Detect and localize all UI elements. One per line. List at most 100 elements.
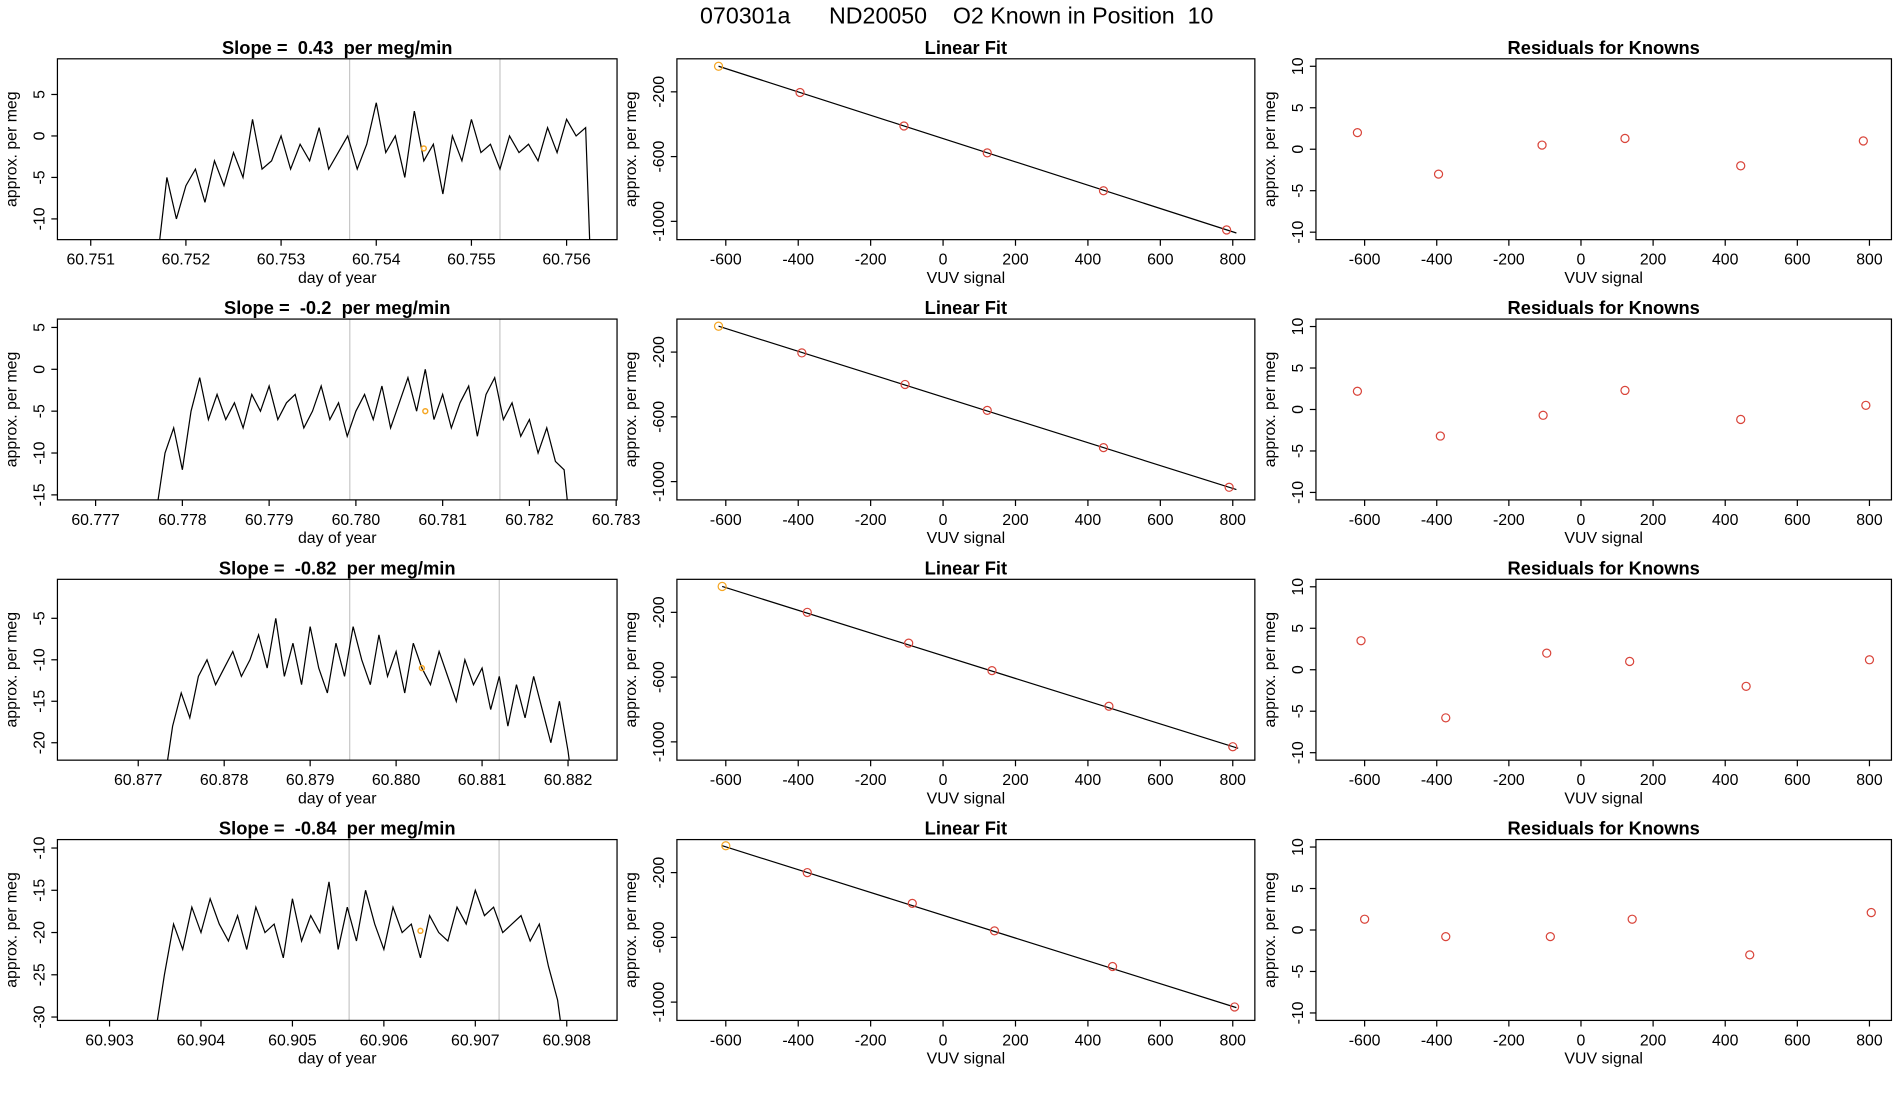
- x-tick-label: 60.878: [200, 772, 249, 789]
- x-tick-label: 0: [939, 1032, 948, 1049]
- data-point: [1359, 914, 1370, 924]
- plot-frame: [56, 578, 618, 761]
- y-tick-label: -10: [1290, 741, 1307, 764]
- data-point: [1627, 914, 1637, 924]
- plot-frame: [676, 578, 1256, 761]
- x-tick-label: -600: [710, 512, 742, 529]
- x-tick-label: -400: [782, 252, 814, 269]
- x-tick-label: -600: [1349, 252, 1381, 269]
- x-tick-label: 400: [1075, 772, 1102, 789]
- data-line: [166, 618, 570, 761]
- y-tick-label: -5: [1290, 964, 1307, 978]
- x-tick-label: -600: [1349, 772, 1381, 789]
- x-tick-label: 600: [1147, 252, 1174, 269]
- data-point: [1356, 636, 1366, 646]
- x-tick-label: 400: [1075, 512, 1102, 529]
- x-tick-label: 600: [1147, 772, 1174, 789]
- y-axis-label: approx. per meg: [623, 91, 640, 207]
- y-tick-label: -200: [651, 596, 668, 628]
- x-tick-label: 400: [1712, 512, 1739, 529]
- data-point: [1107, 961, 1118, 972]
- plot-area: [1352, 127, 1868, 179]
- x-tick-label: 60.908: [542, 1032, 591, 1049]
- plot-area: [166, 579, 570, 761]
- data-point: [1098, 186, 1109, 196]
- y-tick-label: -5: [32, 170, 49, 184]
- y-tick-label: 0: [1290, 145, 1307, 154]
- figure-title: 070301a ND20050 O2 Known in Position 10: [700, 2, 1213, 28]
- x-tick-label: 60.755: [447, 252, 496, 269]
- y-axis-label: approx. per meg: [1262, 352, 1279, 468]
- y-tick-label: 0: [32, 365, 49, 374]
- data-point: [1228, 742, 1238, 752]
- x-axis-label: VUV signal: [1564, 530, 1643, 547]
- data-point: [1545, 931, 1555, 942]
- x-tick-label: 60.781: [418, 512, 467, 529]
- x-tick-label: 60.881: [458, 772, 507, 789]
- data-point: [1861, 400, 1871, 410]
- panel-title: Slope = -0.82 per meg/min: [219, 557, 456, 578]
- data-point: [987, 665, 997, 676]
- data-point: [989, 926, 1000, 936]
- data-line: [157, 369, 568, 500]
- data-point: [1741, 681, 1751, 691]
- fit-line: [721, 845, 1237, 1009]
- x-tick-label: 600: [1147, 512, 1174, 529]
- panel-title: Linear Fit: [925, 297, 1007, 318]
- x-tick-label: 60.879: [286, 772, 335, 789]
- data-point: [1352, 127, 1363, 138]
- x-tick-label: 600: [1784, 252, 1811, 269]
- y-tick-label: -25: [32, 963, 49, 986]
- x-tick-label: 60.756: [542, 252, 591, 269]
- x-tick-label: -400: [782, 512, 814, 529]
- x-tick-label: -200: [1493, 1032, 1525, 1049]
- plot-area: [721, 841, 1240, 1012]
- x-tick-label: -600: [710, 772, 742, 789]
- data-point: [1441, 931, 1451, 942]
- y-tick-label: 5: [32, 90, 49, 99]
- y-tick-label: 0: [1290, 925, 1307, 934]
- data-point: [802, 607, 812, 617]
- data-line: [156, 881, 561, 1021]
- y-tick-label: -600: [651, 401, 668, 433]
- data-point: [1736, 414, 1746, 425]
- x-tick-label: -200: [1493, 512, 1525, 529]
- x-tick-label: 0: [1577, 772, 1586, 789]
- x-tick-label: 400: [1712, 252, 1739, 269]
- data-point: [797, 348, 807, 358]
- x-tick-label: 0: [939, 252, 948, 269]
- x-tick-label: 60.903: [85, 1032, 134, 1049]
- x-tick-label: -600: [710, 1032, 742, 1049]
- data-point: [1858, 136, 1868, 146]
- data-point: [907, 898, 917, 909]
- x-axis-label: VUV signal: [1564, 790, 1643, 807]
- data-point: [1866, 907, 1876, 918]
- y-tick-label: 5: [1290, 624, 1307, 633]
- x-tick-label: 400: [1712, 1032, 1739, 1049]
- panel-title: Linear Fit: [925, 818, 1007, 839]
- x-tick-label: 60.782: [505, 512, 554, 529]
- data-point: [1864, 655, 1875, 665]
- data-point: [982, 148, 992, 158]
- y-tick-label: -30: [32, 1005, 49, 1028]
- x-tick-label: 60.905: [268, 1032, 317, 1049]
- data-point: [1221, 225, 1232, 235]
- y-tick-label: 5: [32, 323, 49, 332]
- x-tick-label: 200: [1640, 512, 1667, 529]
- y-tick-label: -20: [32, 921, 49, 944]
- highlight-point: [418, 664, 426, 672]
- data-point: [1224, 482, 1234, 492]
- x-tick-label: 60.777: [71, 512, 120, 529]
- y-tick-label: -200: [651, 336, 668, 368]
- x-tick-label: 60.754: [352, 252, 401, 269]
- y-tick-label: -5: [32, 611, 49, 625]
- x-tick-label: 60.882: [544, 772, 593, 789]
- y-axis-label: approx. per meg: [623, 612, 640, 728]
- data-point: [1104, 701, 1114, 711]
- x-tick-label: 800: [1220, 1032, 1247, 1049]
- y-tick-label: -1000: [651, 201, 668, 242]
- panel-title: Slope = 0.43 per meg/min: [222, 37, 453, 58]
- x-tick-label: 60.880: [372, 772, 421, 789]
- x-tick-label: 200: [1640, 252, 1667, 269]
